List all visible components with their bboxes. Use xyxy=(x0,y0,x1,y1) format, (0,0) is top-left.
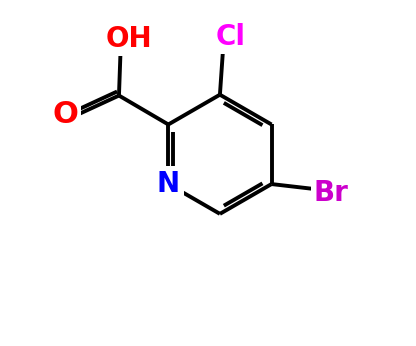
Text: Br: Br xyxy=(314,179,349,207)
Text: N: N xyxy=(157,170,180,198)
Text: OH: OH xyxy=(106,25,153,53)
Text: Cl: Cl xyxy=(215,23,245,51)
Text: O: O xyxy=(52,100,78,129)
